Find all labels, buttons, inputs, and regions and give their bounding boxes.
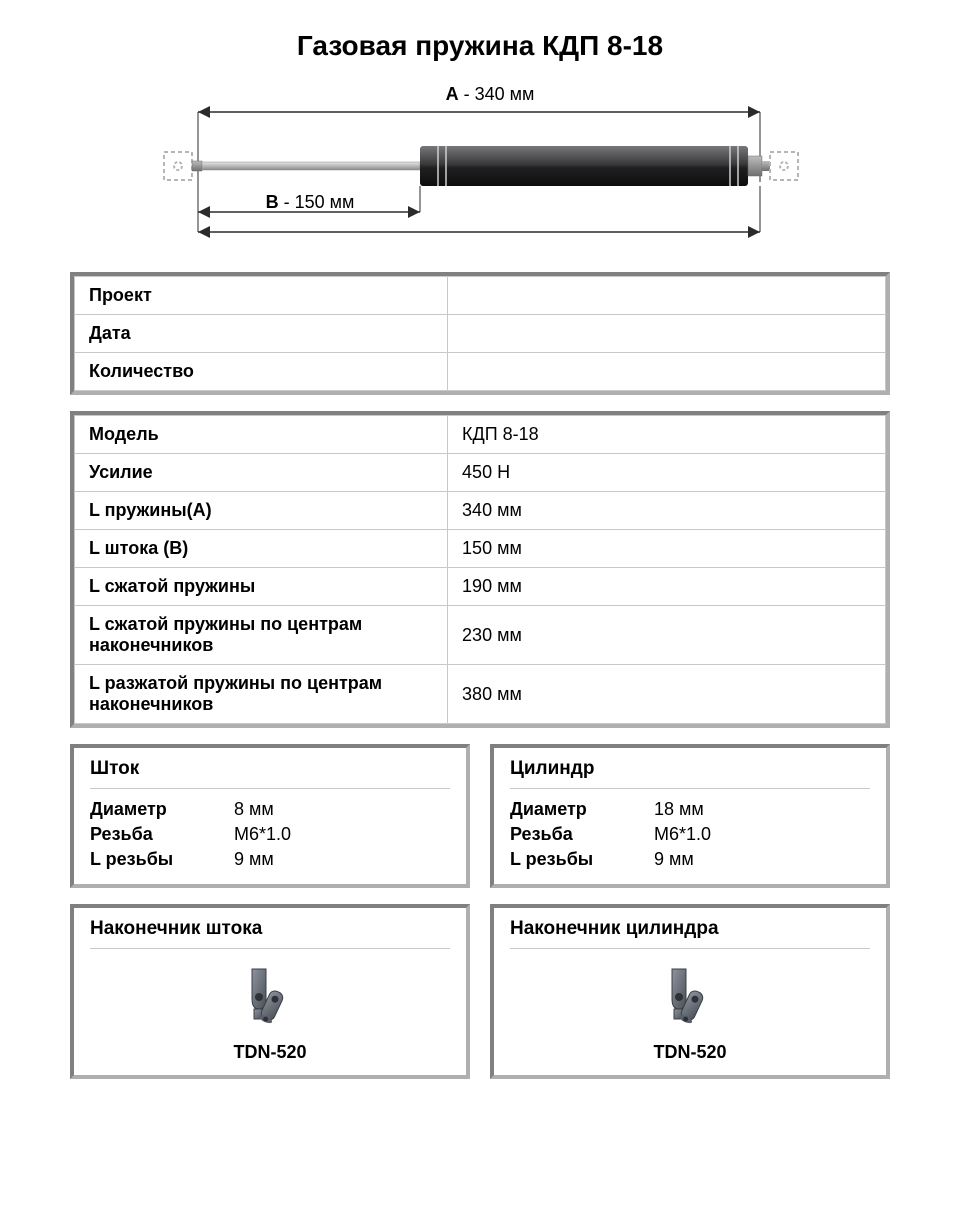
tip-rod-title: Наконечник штока xyxy=(90,918,450,949)
table-row: L штока (В)150 мм xyxy=(75,530,886,568)
tip-cyl-panel: Наконечник цилиндра TDN-520 xyxy=(490,904,890,1079)
table-row: МодельКДП 8-18 xyxy=(75,416,886,454)
rod-panel-title: Шток xyxy=(90,758,450,789)
spec-row: Диаметр8 мм xyxy=(90,797,450,822)
dim-b-prefix: B xyxy=(266,192,279,212)
meta-value xyxy=(448,353,886,391)
meta-table: Проект Дата Количество xyxy=(70,272,890,395)
tip-rod-panel: Наконечник штока xyxy=(70,904,470,1079)
table-row: Количество xyxy=(75,353,886,391)
spring-diagram: A - 340 мм B - 150 мм xyxy=(70,82,890,252)
cylinder-panel-title: Цилиндр xyxy=(510,758,870,789)
dim-b-text: - 150 мм xyxy=(279,192,355,212)
spec-row: L резьбы9 мм xyxy=(90,847,450,872)
spec-row: L резьбы9 мм xyxy=(510,847,870,872)
svg-text:B - 150 мм: B - 150 мм xyxy=(266,192,355,212)
table-row: L пружины(А)340 мм xyxy=(75,492,886,530)
tip-rod-model: TDN-520 xyxy=(90,1042,450,1063)
table-row: L сжатой пружины по центрам наконечников… xyxy=(75,606,886,665)
meta-label: Дата xyxy=(75,315,448,353)
meta-value xyxy=(448,315,886,353)
tip-cyl-model: TDN-520 xyxy=(510,1042,870,1063)
rod-panel: Шток Диаметр8 мм РезьбаM6*1.0 L резьбы9 … xyxy=(70,744,470,888)
table-row: Дата xyxy=(75,315,886,353)
dim-a-prefix: A xyxy=(446,84,459,104)
spec-row: Диаметр18 мм xyxy=(510,797,870,822)
table-row: Усилие450 Н xyxy=(75,454,886,492)
spec-table: МодельКДП 8-18 Усилие450 Н L пружины(А)3… xyxy=(70,411,890,728)
page-title: Газовая пружина КДП 8-18 xyxy=(70,30,890,62)
spec-row: РезьбаM6*1.0 xyxy=(510,822,870,847)
table-row: L разжатой пружины по центрам наконечник… xyxy=(75,665,886,724)
meta-value xyxy=(448,277,886,315)
dim-a-text: - 340 мм xyxy=(459,84,535,104)
tip-cyl-icon xyxy=(640,961,740,1031)
meta-label: Проект xyxy=(75,277,448,315)
meta-label: Количество xyxy=(75,353,448,391)
table-row: Проект xyxy=(75,277,886,315)
tip-cyl-title: Наконечник цилиндра xyxy=(510,918,870,949)
spec-row: РезьбаM6*1.0 xyxy=(90,822,450,847)
tip-rod-icon xyxy=(220,961,320,1031)
cylinder-panel: Цилиндр Диаметр18 мм РезьбаM6*1.0 L резь… xyxy=(490,744,890,888)
table-row: L сжатой пружины190 мм xyxy=(75,568,886,606)
svg-text:A - 340 мм: A - 340 мм xyxy=(446,84,535,104)
